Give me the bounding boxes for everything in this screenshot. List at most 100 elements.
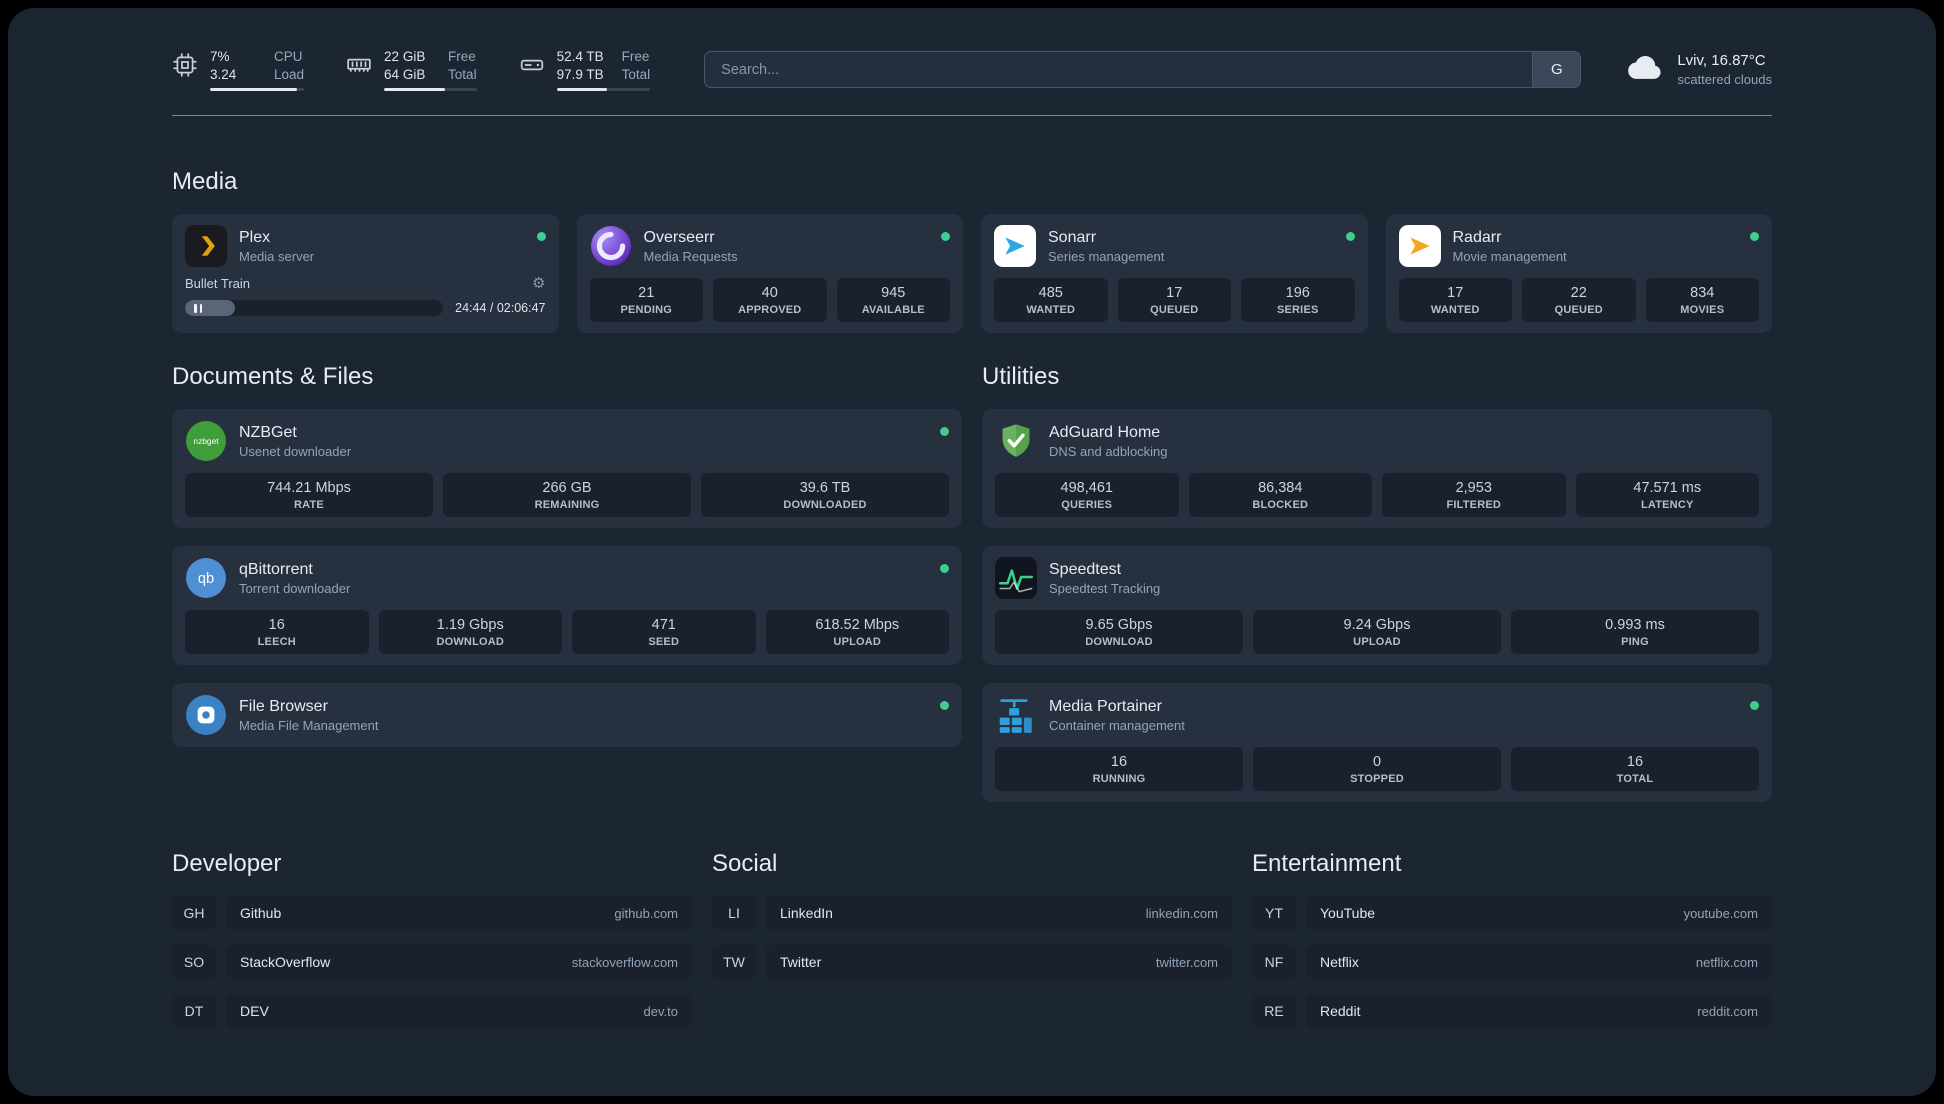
service-name: Plex <box>239 228 271 246</box>
service-card-portainer[interactable]: Media Portainer Container management 16 … <box>982 683 1772 803</box>
stat-pending: 21 PENDING <box>589 278 703 323</box>
cpu-load: 3.24 <box>210 67 237 83</box>
disk-widget: 52.4 TB 97.9 TB Free Total <box>519 48 651 92</box>
bookmark-name: Twitter <box>780 954 822 971</box>
memory-free: 22 GiB <box>384 49 426 64</box>
service-card-radarr[interactable]: Radarr Movie management 17 WANTED 22 QUE… <box>1385 214 1772 334</box>
bookmark-domain: dev.to <box>643 1003 678 1019</box>
stat-upload: 9.24 Gbps UPLOAD <box>1253 610 1501 655</box>
bookmark-abbr: YT <box>1252 896 1296 931</box>
now-playing-title: Bullet Train <box>185 275 251 291</box>
stat-latency: 47.571 ms LATENCY <box>1575 473 1759 518</box>
playback-progress-bar[interactable] <box>185 300 444 317</box>
disk-free: 52.4 TB <box>556 49 604 64</box>
search-provider-button[interactable]: G <box>1532 52 1581 88</box>
bookmark-stackoverflow[interactable]: SO StackOverflow stackoverflow.com <box>172 945 692 980</box>
service-subtitle: Series management <box>1048 248 1165 264</box>
cpu-label-top: CPU <box>274 49 303 64</box>
playback-time: 24:44 / 02:06:47 <box>455 301 546 316</box>
sonarr-icon <box>994 225 1036 268</box>
service-card-sonarr[interactable]: Sonarr Series management 485 WANTED 17 Q… <box>981 214 1368 334</box>
service-subtitle: Movie management <box>1452 248 1567 264</box>
status-dot <box>940 564 949 574</box>
cpu-widget: 7% 3.24 CPU Load <box>172 48 305 92</box>
bookmark-name: LinkedIn <box>780 905 833 922</box>
bookmark-domain: netflix.com <box>1695 954 1758 970</box>
stat-stopped: 0 STOPPED <box>1253 747 1501 792</box>
bookmark-abbr: DT <box>172 994 216 1029</box>
service-name: Radarr <box>1452 228 1502 246</box>
disk-label-bottom: Total <box>621 67 651 83</box>
bookmark-github[interactable]: GH Github github.com <box>172 896 692 931</box>
service-card-filebrowser[interactable]: File Browser Media File Management <box>172 683 962 748</box>
status-dot <box>941 232 950 242</box>
bookmark-youtube[interactable]: YT YouTube youtube.com <box>1252 896 1772 931</box>
stat-blocked: 86,384 BLOCKED <box>1188 473 1372 518</box>
memory-usage-bar <box>384 88 477 92</box>
header-divider <box>172 115 1772 117</box>
pause-icon[interactable] <box>194 303 197 313</box>
plex-now-playing: Bullet Train ⚙ 24:44 / 02:06:47 <box>185 274 546 317</box>
stat-ping: 0.993 ms PING <box>1511 610 1759 655</box>
bookmark-netflix[interactable]: NF Netflix netflix.com <box>1252 945 1772 980</box>
service-card-qbittorrent[interactable]: qb qBittorrent Torrent downloader <box>172 546 962 666</box>
bookmark-name: Netflix <box>1320 954 1359 971</box>
disk-total: 97.9 TB <box>556 67 604 83</box>
stat-remaining: 266 GB REMAINING <box>443 473 691 518</box>
stat-movies: 834 MOVIES <box>1645 278 1759 323</box>
service-name: Sonarr <box>1048 228 1097 246</box>
bookmark-domain: twitter.com <box>1155 954 1218 970</box>
bookmark-dev[interactable]: DT DEV dev.to <box>172 994 692 1029</box>
cloud-icon <box>1625 52 1665 87</box>
search-input[interactable] <box>705 52 1533 88</box>
service-name: Media Portainer <box>1049 697 1162 715</box>
stat-rate: 744.21 Mbps RATE <box>185 473 433 518</box>
stat-queued: 22 QUEUED <box>1522 278 1636 323</box>
section-title-social: Social <box>712 850 778 878</box>
bookmark-name: Github <box>240 905 282 922</box>
filebrowser-icon <box>185 694 227 736</box>
service-card-overseerr[interactable]: Overseerr Media Requests 21 PENDING 40 A… <box>576 214 963 334</box>
service-subtitle: Media Requests <box>643 248 738 264</box>
bookmark-domain: linkedin.com <box>1145 905 1218 921</box>
nzbget-icon: nzbget <box>185 420 227 462</box>
stat-filtered: 2,953 FILTERED <box>1382 473 1566 518</box>
cpu-label-bottom: Load <box>274 67 305 83</box>
gear-icon[interactable]: ⚙ <box>532 275 546 293</box>
stat-series: 196 SERIES <box>1241 278 1355 323</box>
stat-seed: 471 SEED <box>572 610 756 655</box>
service-card-plex[interactable]: Plex Media server Bullet Train ⚙ <box>172 214 559 334</box>
stat-downloaded: 39.6 TB DOWNLOADED <box>701 473 949 518</box>
service-name: Speedtest <box>1049 560 1122 578</box>
stat-available: 945 AVAILABLE <box>836 278 950 323</box>
bookmark-reddit[interactable]: RE Reddit reddit.com <box>1252 994 1772 1029</box>
section-title-media: Media <box>172 168 238 196</box>
service-subtitle: Torrent downloader <box>239 580 351 596</box>
bookmark-abbr: RE <box>1252 994 1296 1029</box>
svg-text:qb: qb <box>198 572 214 588</box>
service-card-nzbget[interactable]: nzbget NZBGet Usenet downloader 74 <box>172 409 962 529</box>
section-media: Media Plex Media server <box>172 168 1772 334</box>
adguard-shield-icon <box>995 420 1037 462</box>
bookmark-name: YouTube <box>1320 905 1376 922</box>
bookmark-abbr: TW <box>712 945 756 980</box>
stat-leech: 16 LEECH <box>185 610 369 655</box>
cpu-chip-icon <box>172 52 198 83</box>
service-subtitle: DNS and adblocking <box>1049 443 1168 459</box>
service-card-speedtest[interactable]: Speedtest Speedtest Tracking 9.65 Gbps D… <box>982 546 1772 666</box>
dashboard-window: 7% 3.24 CPU Load <box>8 8 1936 1096</box>
bookmark-group-social: Social LI LinkedIn linkedin.com TW Twitt… <box>712 850 1232 1028</box>
status-dot <box>940 701 949 711</box>
disk-label-top: Free <box>621 49 650 64</box>
speedtest-waveform-icon <box>995 557 1037 600</box>
bookmark-twitter[interactable]: TW Twitter twitter.com <box>712 945 1232 980</box>
service-name: AdGuard Home <box>1049 423 1161 441</box>
stat-running: 16 RUNNING <box>995 747 1243 792</box>
bookmark-domain: reddit.com <box>1697 1003 1758 1019</box>
section-title-utilities: Utilities <box>982 363 1060 391</box>
search-bar: G <box>704 51 1582 89</box>
service-card-adguard[interactable]: AdGuard Home DNS and adblocking 498,461 … <box>982 409 1772 529</box>
bookmark-name: DEV <box>240 1003 269 1020</box>
stat-queries: 498,461 QUERIES <box>995 473 1179 518</box>
bookmark-linkedin[interactable]: LI LinkedIn linkedin.com <box>712 896 1232 931</box>
